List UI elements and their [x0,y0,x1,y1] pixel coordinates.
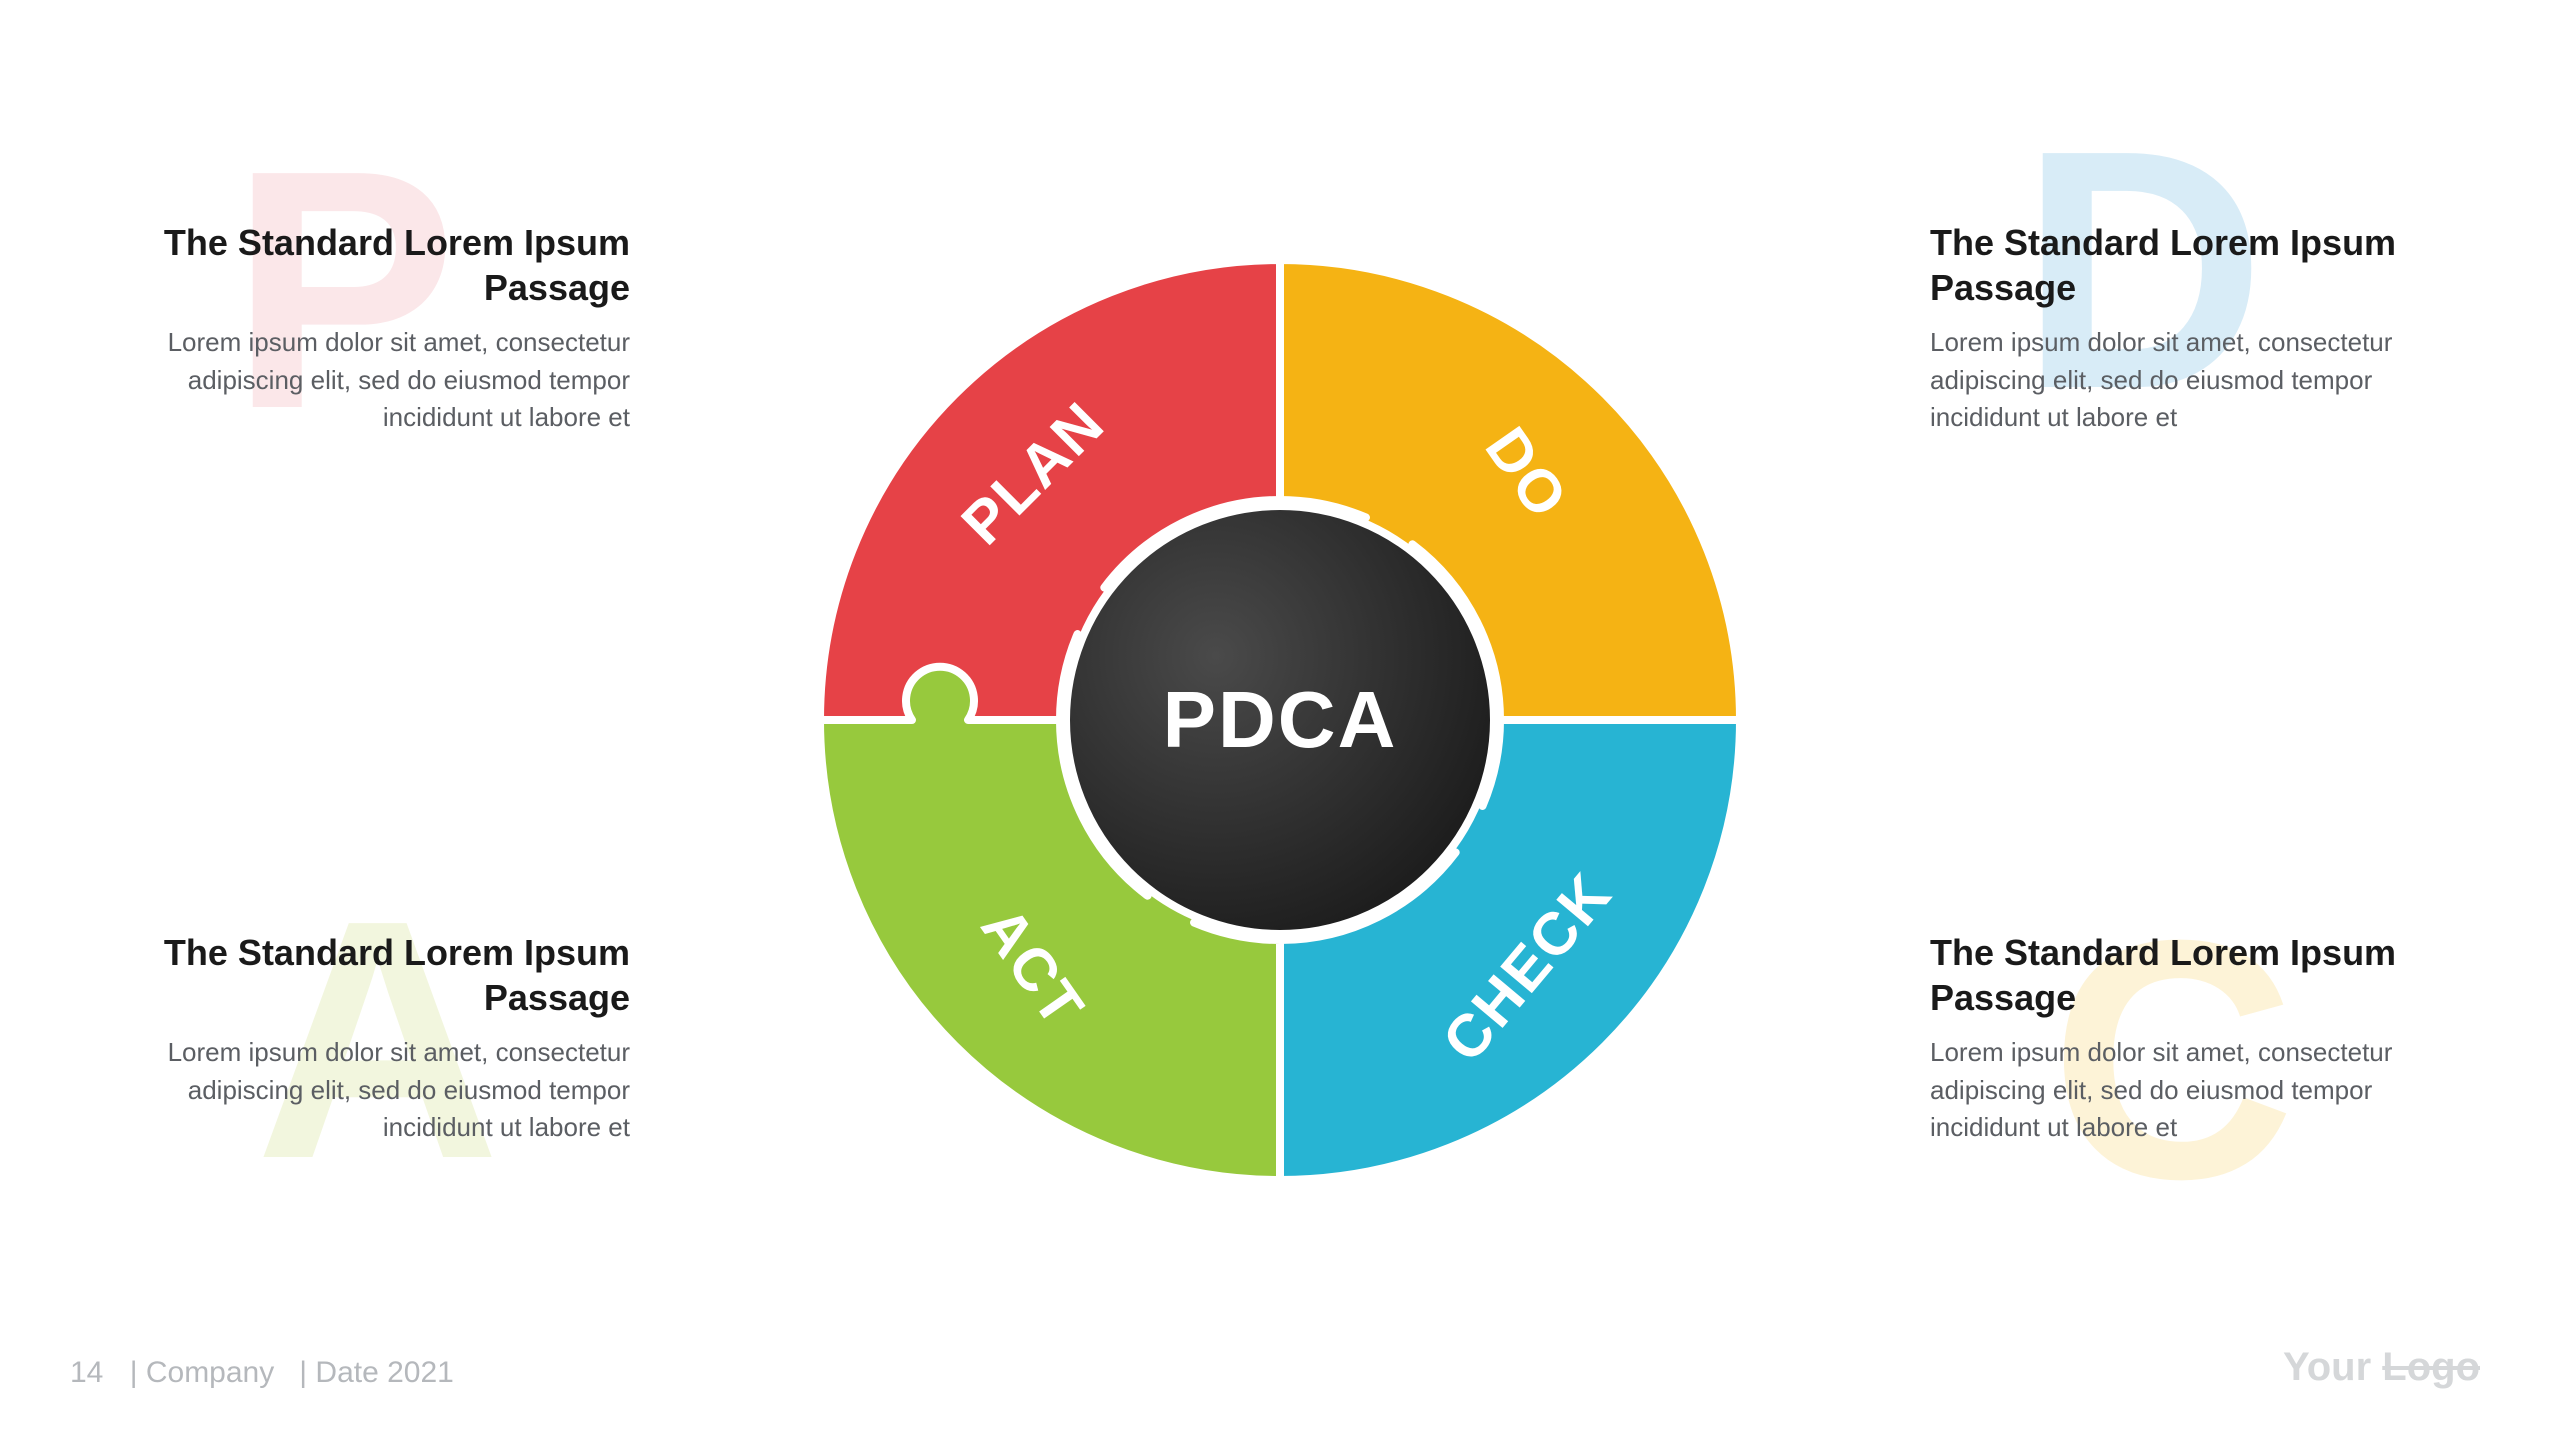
logo-text-b: Logo [2382,1345,2480,1389]
slide: P D A C The Standard Lorem Ipsum Passage… [0,0,2560,1440]
logo-text-a: Your [2283,1345,2382,1389]
text-block-do: The Standard Lorem Ipsum Passage Lorem i… [1930,220,2430,437]
text-title: The Standard Lorem Ipsum Passage [130,220,630,310]
text-title: The Standard Lorem Ipsum Passage [130,930,630,1020]
text-body: Lorem ipsum dolor sit amet, consectetur … [1930,324,2430,437]
text-title: The Standard Lorem Ipsum Passage [1930,220,2430,310]
footer-company: | Company [130,1356,275,1389]
text-block-plan: The Standard Lorem Ipsum Passage Lorem i… [130,220,630,437]
logo-placeholder: Your Logo [2283,1345,2480,1390]
text-body: Lorem ipsum dolor sit amet, consectetur … [130,324,630,437]
text-block-act: The Standard Lorem Ipsum Passage Lorem i… [130,930,630,1147]
text-body: Lorem ipsum dolor sit amet, consectetur … [130,1034,630,1147]
pdca-diagram: PDCA PLANDOCHECKACT [780,220,1780,1220]
center-label: PDCA [1163,674,1398,766]
text-body: Lorem ipsum dolor sit amet, consectetur … [1930,1034,2430,1147]
footer-date: | Date 2021 [299,1356,454,1389]
page-number: 14 [70,1356,103,1389]
text-block-check: The Standard Lorem Ipsum Passage Lorem i… [1930,930,2430,1147]
text-title: The Standard Lorem Ipsum Passage [1930,930,2430,1020]
footer: 14 | Company | Date 2021 [70,1356,454,1390]
